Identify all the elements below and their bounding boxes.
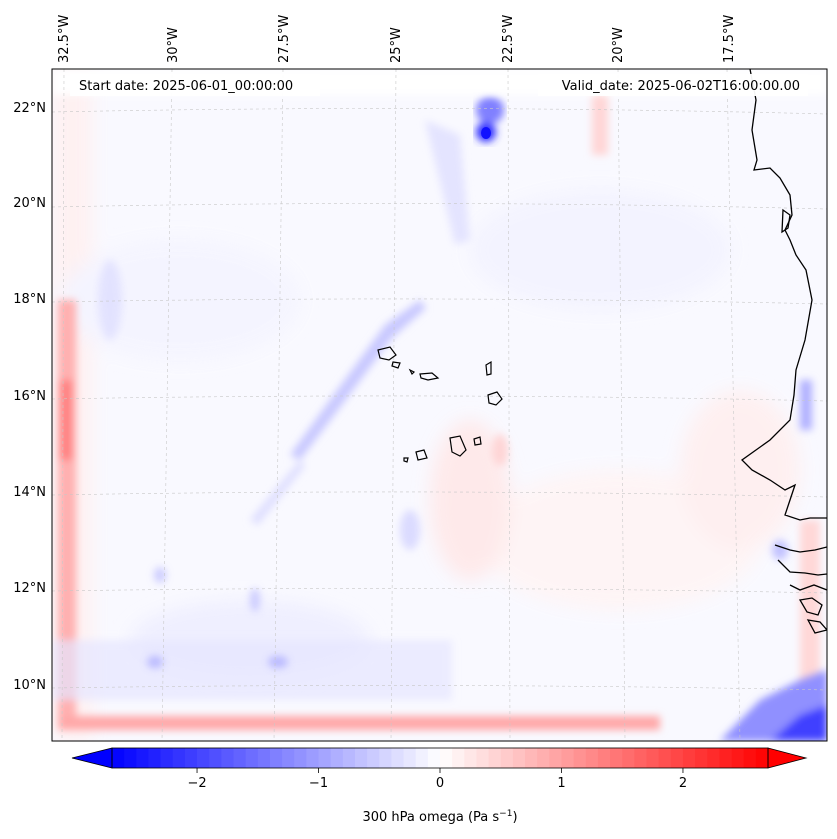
- colorbar-segment: [233, 748, 247, 768]
- map-panel: Start date: 2025-06-01_00:00:00 Valid_da…: [52, 69, 827, 741]
- colorbar-segment: [367, 748, 380, 768]
- colorbar: −2 −1 0 1 2 300 hPa omega (Pa s−1): [71, 747, 808, 825]
- colorbar-tick-label: 2: [679, 776, 687, 791]
- colorbar-segment: [379, 748, 392, 768]
- colorbar-segment: [269, 748, 283, 768]
- colorbar-ticks: −2 −1 0 1 2: [187, 768, 687, 791]
- lon-label-30w: 30°W: [166, 27, 181, 63]
- colorbar-segment: [549, 748, 562, 768]
- colorbar-tick-label: 1: [557, 776, 565, 791]
- colorbar-segment: [561, 748, 575, 768]
- lon-label-22-5w: 22.5°W: [501, 15, 516, 63]
- colorbar-segment: [500, 748, 514, 768]
- graticule: [52, 69, 827, 741]
- colorbar-segment: [476, 748, 489, 768]
- colorbar-segment: [597, 748, 611, 768]
- colorbar-segment: [209, 748, 222, 768]
- colorbar-segment: [197, 748, 210, 768]
- colorbar-segment: [160, 748, 174, 768]
- colorbar-segment: [658, 748, 672, 768]
- colorbar-segment: [184, 748, 198, 768]
- colorbar-segment: [318, 748, 332, 768]
- colorbar-segment: [573, 748, 587, 768]
- colorbar-segment: [488, 748, 502, 768]
- lon-label-27-5w: 27.5°W: [277, 15, 292, 63]
- colorbar-segment: [427, 748, 441, 768]
- colorbar-segment: [585, 748, 599, 768]
- colorbar-segment: [245, 748, 259, 768]
- colorbar-segment: [464, 748, 477, 768]
- cape-verde-islands: [377, 346, 503, 463]
- colorbar-segment: [440, 748, 453, 768]
- colorbar-segment: [330, 748, 344, 768]
- colorbar-segment: [342, 748, 356, 768]
- colorbar-segment: [719, 748, 732, 768]
- colorbar-segment: [452, 748, 465, 768]
- colorbar-segment: [537, 748, 550, 768]
- colorbar-segment: [682, 748, 696, 768]
- colorbar-label: 300 hPa omega (Pa s−1): [362, 809, 517, 825]
- coastlines: [740, 69, 827, 634]
- colorbar-segment: [731, 748, 745, 768]
- colorbar-tick-label: −2: [187, 776, 206, 791]
- colorbar-segment: [112, 748, 125, 768]
- colorbar-segment: [670, 748, 684, 768]
- valid-date-box: [538, 74, 808, 96]
- colorbar-segment: [512, 748, 526, 768]
- colorbar-segment: [707, 748, 720, 768]
- map-frame: [51, 68, 828, 742]
- lon-label-20w: 20°W: [611, 27, 626, 63]
- colorbar-segment: [257, 748, 271, 768]
- lat-label-16n: 16°N: [13, 389, 46, 404]
- colorbar-segment: [695, 748, 708, 768]
- colorbar-max-extend: [767, 747, 808, 769]
- colorbar-min-extend: [71, 747, 113, 769]
- colorbar-segment: [525, 748, 538, 768]
- lat-label-20n: 20°N: [13, 196, 46, 211]
- longitude-labels: 32.5°W 30°W 27.5°W 25°W 22.5°W 20°W 17.5…: [57, 15, 737, 63]
- colorbar-segment: [282, 748, 295, 768]
- latitude-labels: 22°N 20°N 18°N 16°N 14°N 12°N 10°N: [13, 101, 46, 693]
- colorbar-segment: [403, 748, 417, 768]
- african-coast: [740, 69, 827, 521]
- valid-date-label: Valid_date: 2025-06-02T16:00:00.00: [562, 79, 800, 94]
- lon-label-32-5w: 32.5°W: [57, 15, 72, 63]
- colorbar-segment: [755, 748, 769, 768]
- colorbar-segment: [148, 748, 161, 768]
- colorbar-segment: [172, 748, 186, 768]
- colorbar-segment: [634, 748, 647, 768]
- colorbar-segment: [646, 748, 660, 768]
- colorbar-segment: [306, 748, 319, 768]
- omega-field: [52, 69, 827, 741]
- start-date-box: [70, 74, 320, 96]
- lat-label-14n: 14°N: [13, 485, 46, 500]
- colorbar-tick-label: 0: [436, 776, 444, 791]
- colorbar-segment: [354, 748, 368, 768]
- lat-label-18n: 18°N: [13, 292, 46, 307]
- colorbar-tick-label: −1: [309, 776, 328, 791]
- lat-label-22n: 22°N: [13, 101, 46, 116]
- start-date-label: Start date: 2025-06-01_00:00:00: [79, 79, 293, 94]
- colorbar-segment: [391, 748, 404, 768]
- colorbar-segment: [221, 748, 234, 768]
- colorbar-segment: [610, 748, 623, 768]
- lon-label-25w: 25°W: [389, 27, 404, 63]
- colorbar-segment: [415, 748, 429, 768]
- colorbar-segment: [124, 748, 137, 768]
- lat-label-10n: 10°N: [13, 678, 46, 693]
- colorbar-segments: [112, 748, 769, 768]
- colorbar-segment: [622, 748, 635, 768]
- colorbar-segment: [136, 748, 149, 768]
- lon-label-17-5w: 17.5°W: [722, 15, 737, 63]
- lat-label-12n: 12°N: [13, 581, 46, 596]
- colorbar-segment: [743, 748, 757, 768]
- colorbar-segment: [294, 748, 307, 768]
